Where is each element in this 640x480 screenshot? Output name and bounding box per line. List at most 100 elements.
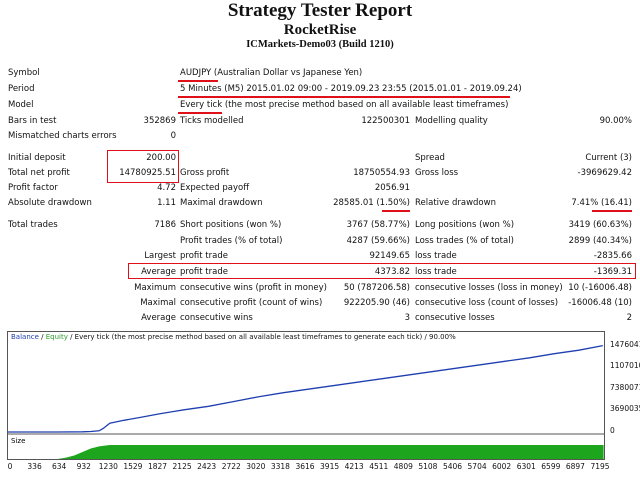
average-label: Average [141,267,176,277]
x-tick-label: 1827 [147,462,168,471]
x-tick-label: 3616 [295,462,315,471]
bars-value: 352869 [143,116,176,126]
largest-loss-label: loss trade [415,251,457,261]
y-tick-label: 3690035 [610,404,640,414]
ticks-label: Ticks modelled [180,116,244,126]
average-loss-label: loss trade [415,267,457,277]
legend-balance: Balance [11,333,39,341]
spread-label: Spread [415,153,445,163]
server-build: ICMarkets-Demo03 (Build 1210) [246,39,394,50]
gross-profit-value: 18750554.93 [353,168,410,178]
symbol-value: AUDJPY (Australian Dollar vs Japanese Ye… [180,68,363,78]
long-positions-label: Long positions (won %) [415,220,515,230]
x-tick-label: 3020 [246,462,266,471]
max-drawdown-value: 28585.01 (1.50%) [333,198,410,208]
abs-drawdown-value: 1.11 [157,198,176,208]
avg-cons-losses-value: 2 [626,313,632,323]
gross-profit-label: Gross profit [180,168,230,178]
max-drawdown-label: Maximal drawdown [180,198,263,208]
largest-profit-value: 92149.65 [369,251,410,261]
max-cons-losses-value: 10 (-16006.48) [568,283,632,293]
period-label: Period [8,84,35,94]
expected-payoff-value: 2056.91 [374,183,410,193]
y-tick-label: 14760415 [610,339,640,349]
legend-separator: / [38,333,46,341]
size-histogram [8,445,604,459]
gross-loss-label: Gross loss [415,168,459,178]
max-cons-wins-value: 50 (787206.58) [343,283,410,293]
x-tick-label: 3915 [320,462,340,471]
rel-drawdown-underline [592,210,632,212]
maximal-label: Maximal [140,298,176,308]
x-tick-label: 4213 [344,462,364,471]
quality-label: Modelling quality [415,116,488,126]
report-title: Strategy Tester Report [227,0,413,21]
average-loss-value: -1369.31 [593,267,632,277]
loss-trades-value: 2899 (40.34%) [568,236,632,246]
max-cons-wins-label: consecutive wins (profit in money) [180,283,327,293]
chart-legend: Balance / Equity / Every tick (the most … [11,332,456,343]
x-tick-label: 2423 [197,462,217,471]
avg-cons-wins-label: consecutive wins [180,313,253,323]
total-trades-value: 7186 [154,220,176,230]
legend-info: / Every tick (the most precise method ba… [67,333,456,341]
expected-payoff-label: Expected payoff [180,183,250,193]
average-cons-label: Average [141,313,176,323]
x-tick-label: 7195 [590,462,610,471]
maximum-label: Maximum [134,283,176,293]
average-profit-value: 4373.82 [374,267,410,277]
rel-drawdown-value: 7.41% (16.41) [571,198,632,208]
x-tick-label: 2722 [221,462,241,471]
balance-chart: Balance / Equity / Every tick (the most … [7,331,605,460]
y-tick-label: 7380071 [610,382,640,392]
abs-drawdown-label: Absolute drawdown [8,198,92,208]
max-drawdown-underline [382,210,410,212]
x-axis-labels: 0 336 634 932 1230 1529 1827 2125 2423 2722 3020 33… [0,462,640,474]
largest-label: Largest [144,251,176,261]
x-tick-label: 6301 [516,462,536,471]
x-tick-label: 932 [76,462,91,471]
x-tick-label: 4511 [369,462,389,471]
total-trades-label: Total trades [8,220,58,230]
average-profit-label: profit trade [180,267,228,277]
loss-trades-label: Loss trades (% of total) [415,236,514,246]
profit-factor-label: Profit factor [8,183,58,193]
avg-cons-losses-label: consecutive losses [415,313,495,323]
spread-value: Current (3) [585,153,632,163]
symbol-label: Symbol [8,68,40,78]
maximal-loss-label: consecutive loss (count of losses) [415,298,559,308]
legend-equity: Equity [45,333,68,341]
x-tick-label: 3318 [270,462,290,471]
chart-plot: Size [8,344,604,459]
largest-profit-label: profit trade [180,251,228,261]
x-tick-label: 5704 [467,462,487,471]
x-tick-label: 6599 [541,462,561,471]
x-tick-label: 0 [7,462,13,471]
profit-trades-value: 4287 (59.66%) [346,236,410,246]
profit-factor-value: 4.72 [157,183,176,193]
x-tick-label: 5108 [418,462,438,471]
max-cons-losses-label: consecutive losses (loss in money) [415,283,563,293]
model-underline [178,112,222,114]
average-trade-highlight [128,263,636,279]
maximal-profit-label: consecutive profit (count of wins) [180,298,323,308]
profit-trades-label: Profit trades (% of total) [180,236,283,246]
net-profit-label: Total net profit [8,168,70,178]
balance-line [8,344,603,433]
rel-drawdown-label: Relative drawdown [415,198,496,208]
y-tick-label: 0 [610,426,615,435]
x-tick-label: 634 [51,462,67,471]
expert-name: RocketRise [283,22,357,38]
long-positions-value: 3419 (60.63%) [568,220,632,230]
gross-loss-value: -3969629.42 [577,168,632,178]
ticks-value: 122500301 [361,116,410,126]
symbol-underline [178,80,218,82]
deposit-profit-highlight [107,150,179,183]
short-positions-label: Short positions (won %) [180,220,282,230]
model-value: Every tick (the most precise method base… [180,100,509,110]
period-value: 5 Minutes (M5) 2015.01.02 09:00 - 2019.0… [180,84,522,94]
bars-label: Bars in test [8,116,57,126]
mismatch-value: 0 [170,131,176,141]
net-profit-value: 14780925.51 [119,168,176,178]
x-tick-label: 336 [27,462,42,471]
